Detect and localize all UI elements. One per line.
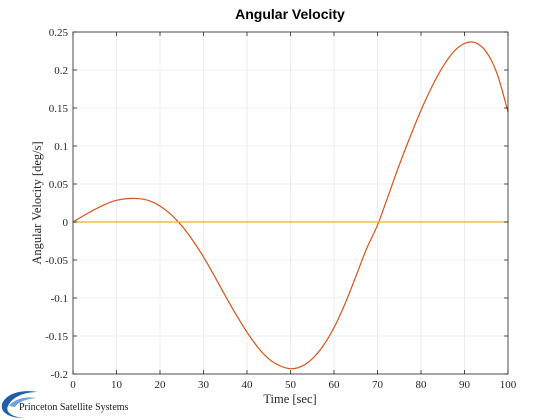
y-tick-label: 0.15 (49, 103, 69, 115)
y-tick-label: 0.05 (49, 179, 69, 191)
x-tick-label: 0 (70, 379, 76, 391)
logo-swoosh-icon (1, 391, 38, 418)
x-tick-labels: 0 10 20 30 40 50 60 70 80 90 100 (70, 379, 517, 391)
y-tick-label: 0.2 (54, 65, 68, 77)
x-tick-label: 100 (500, 379, 517, 391)
x-axis-label: Time [sec] (263, 392, 316, 406)
y-tick-labels: -0.2 -0.15 -0.1 -0.05 0 0.05 0.1 0.15 0.2 0.25 (45, 27, 68, 381)
tick-marks (72, 31, 509, 375)
x-tick-label: 60 (329, 379, 341, 391)
y-tick-label: 0.1 (54, 141, 68, 153)
x-tick-label: 40 (242, 379, 254, 391)
x-tick-label: 70 (372, 379, 384, 391)
logo-text: Princeton Satellite Systems (19, 402, 129, 413)
y-tick-label: 0 (63, 217, 69, 229)
x-tick-label: 50 (285, 379, 297, 391)
x-tick-label: 30 (198, 379, 210, 391)
company-logo: Princeton Satellite Systems (1, 391, 129, 418)
y-tick-label: -0.1 (51, 293, 68, 305)
y-tick-label: -0.05 (45, 255, 68, 267)
y-tick-label: -0.15 (45, 331, 68, 343)
series-line-1 (72, 41, 509, 370)
x-tick-label: 80 (416, 379, 428, 391)
series-lines (72, 41, 509, 370)
chart-title: Angular Velocity (235, 6, 345, 22)
x-tick-label: 10 (111, 379, 123, 391)
x-tick-label: 90 (459, 379, 471, 391)
y-axis-label: Angular Velocity [deg/s] (30, 141, 44, 264)
y-tick-label: -0.2 (51, 369, 68, 381)
x-tick-label: 20 (155, 379, 167, 391)
logo-swoosh-accent-icon (9, 397, 36, 407)
y-tick-label: 0.25 (49, 27, 69, 39)
